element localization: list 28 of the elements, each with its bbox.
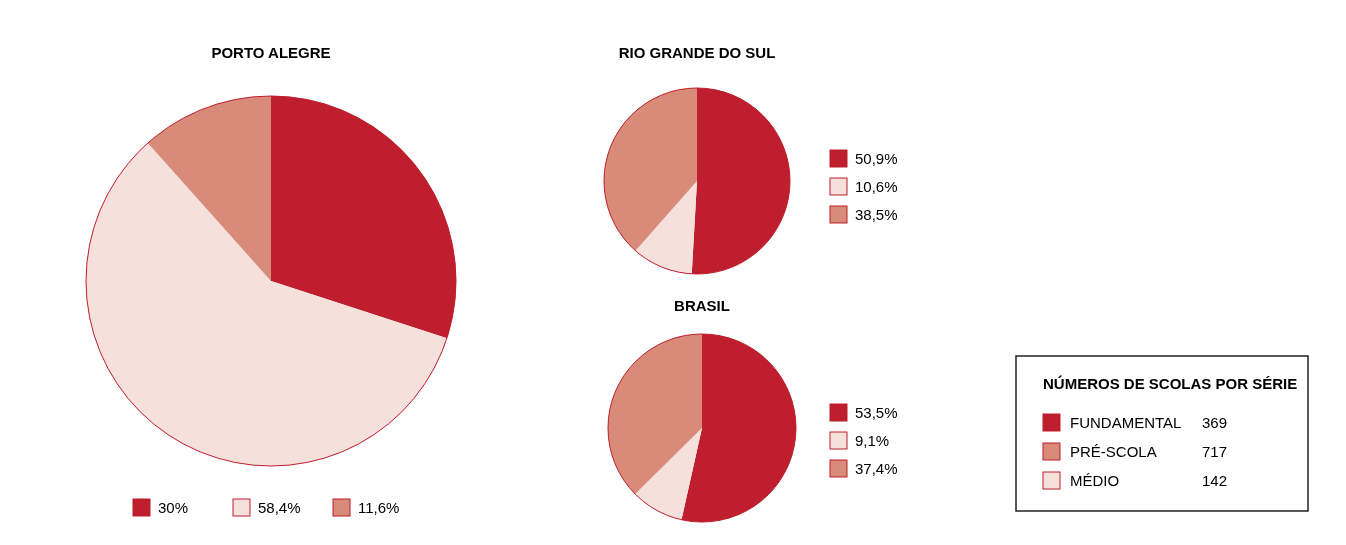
data-label: 717 [1202,443,1228,460]
category-label: PRÉ-SCOLA [1070,443,1157,460]
legend-label: 50,9% [855,150,898,167]
legend-label: 11,6% [358,499,400,516]
legend-label: 10,6% [855,178,898,195]
pie-slice [271,96,456,339]
category-label: FUNDAMENTAL [1070,414,1182,431]
pie-slice [681,334,796,522]
legend-label: 37,4% [855,460,898,477]
chart-title: BRASIL [674,297,730,314]
pie-slice [604,88,697,251]
chart-title: RIO GRANDE DO SUL [618,44,776,61]
pie-slice [608,334,702,495]
text: NÚMEROS DE SCOLAS POR SÉRIE [1043,375,1298,392]
data-label: 369 [1202,414,1228,431]
legend-label: 38,5% [855,206,898,223]
pie-slice [691,88,790,274]
legend-label: 30% [158,499,189,516]
pie-slice [635,428,702,520]
category-label: MÉDIO [1070,472,1120,489]
legend-label: 58,4% [258,499,301,516]
data-label: 142 [1202,472,1228,489]
legend-label: 9,1% [855,432,890,449]
legend-label: 53,5% [855,404,898,421]
pie-slice [635,181,697,274]
pie-slice [147,96,271,281]
pie-slice [86,143,447,466]
chart-title: PORTO ALEGRE [211,44,331,61]
